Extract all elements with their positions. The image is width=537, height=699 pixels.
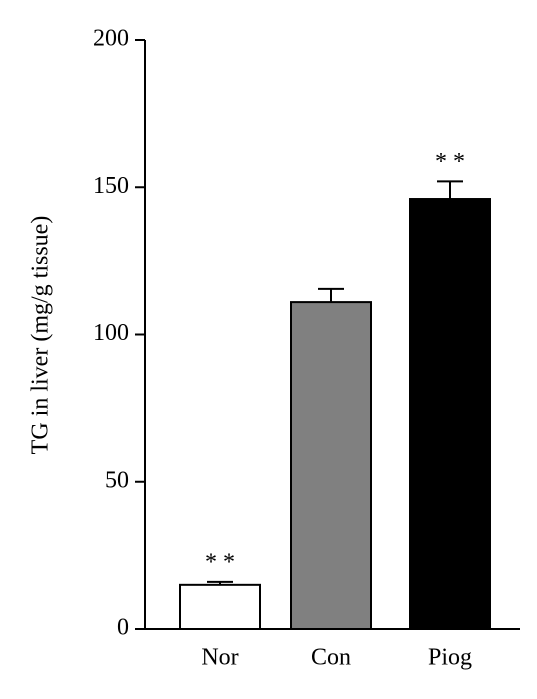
annotation: * * (435, 149, 465, 175)
bar (290, 301, 372, 630)
y-axis-label: TG in liver (mg/g tissue) (28, 216, 54, 455)
annotation: * * (205, 549, 235, 575)
x-tick-label: Nor (201, 645, 238, 671)
y-tick-label: 150 (93, 173, 129, 199)
y-tick-label: 200 (93, 26, 129, 52)
bar (179, 583, 261, 631)
y-tick-label: 100 (93, 320, 129, 346)
y-tick-label: 0 (117, 615, 129, 641)
bar (409, 198, 491, 630)
y-tick-label: 50 (105, 467, 129, 493)
x-tick-label: Piog (428, 645, 472, 671)
x-tick-label: Con (311, 645, 351, 671)
